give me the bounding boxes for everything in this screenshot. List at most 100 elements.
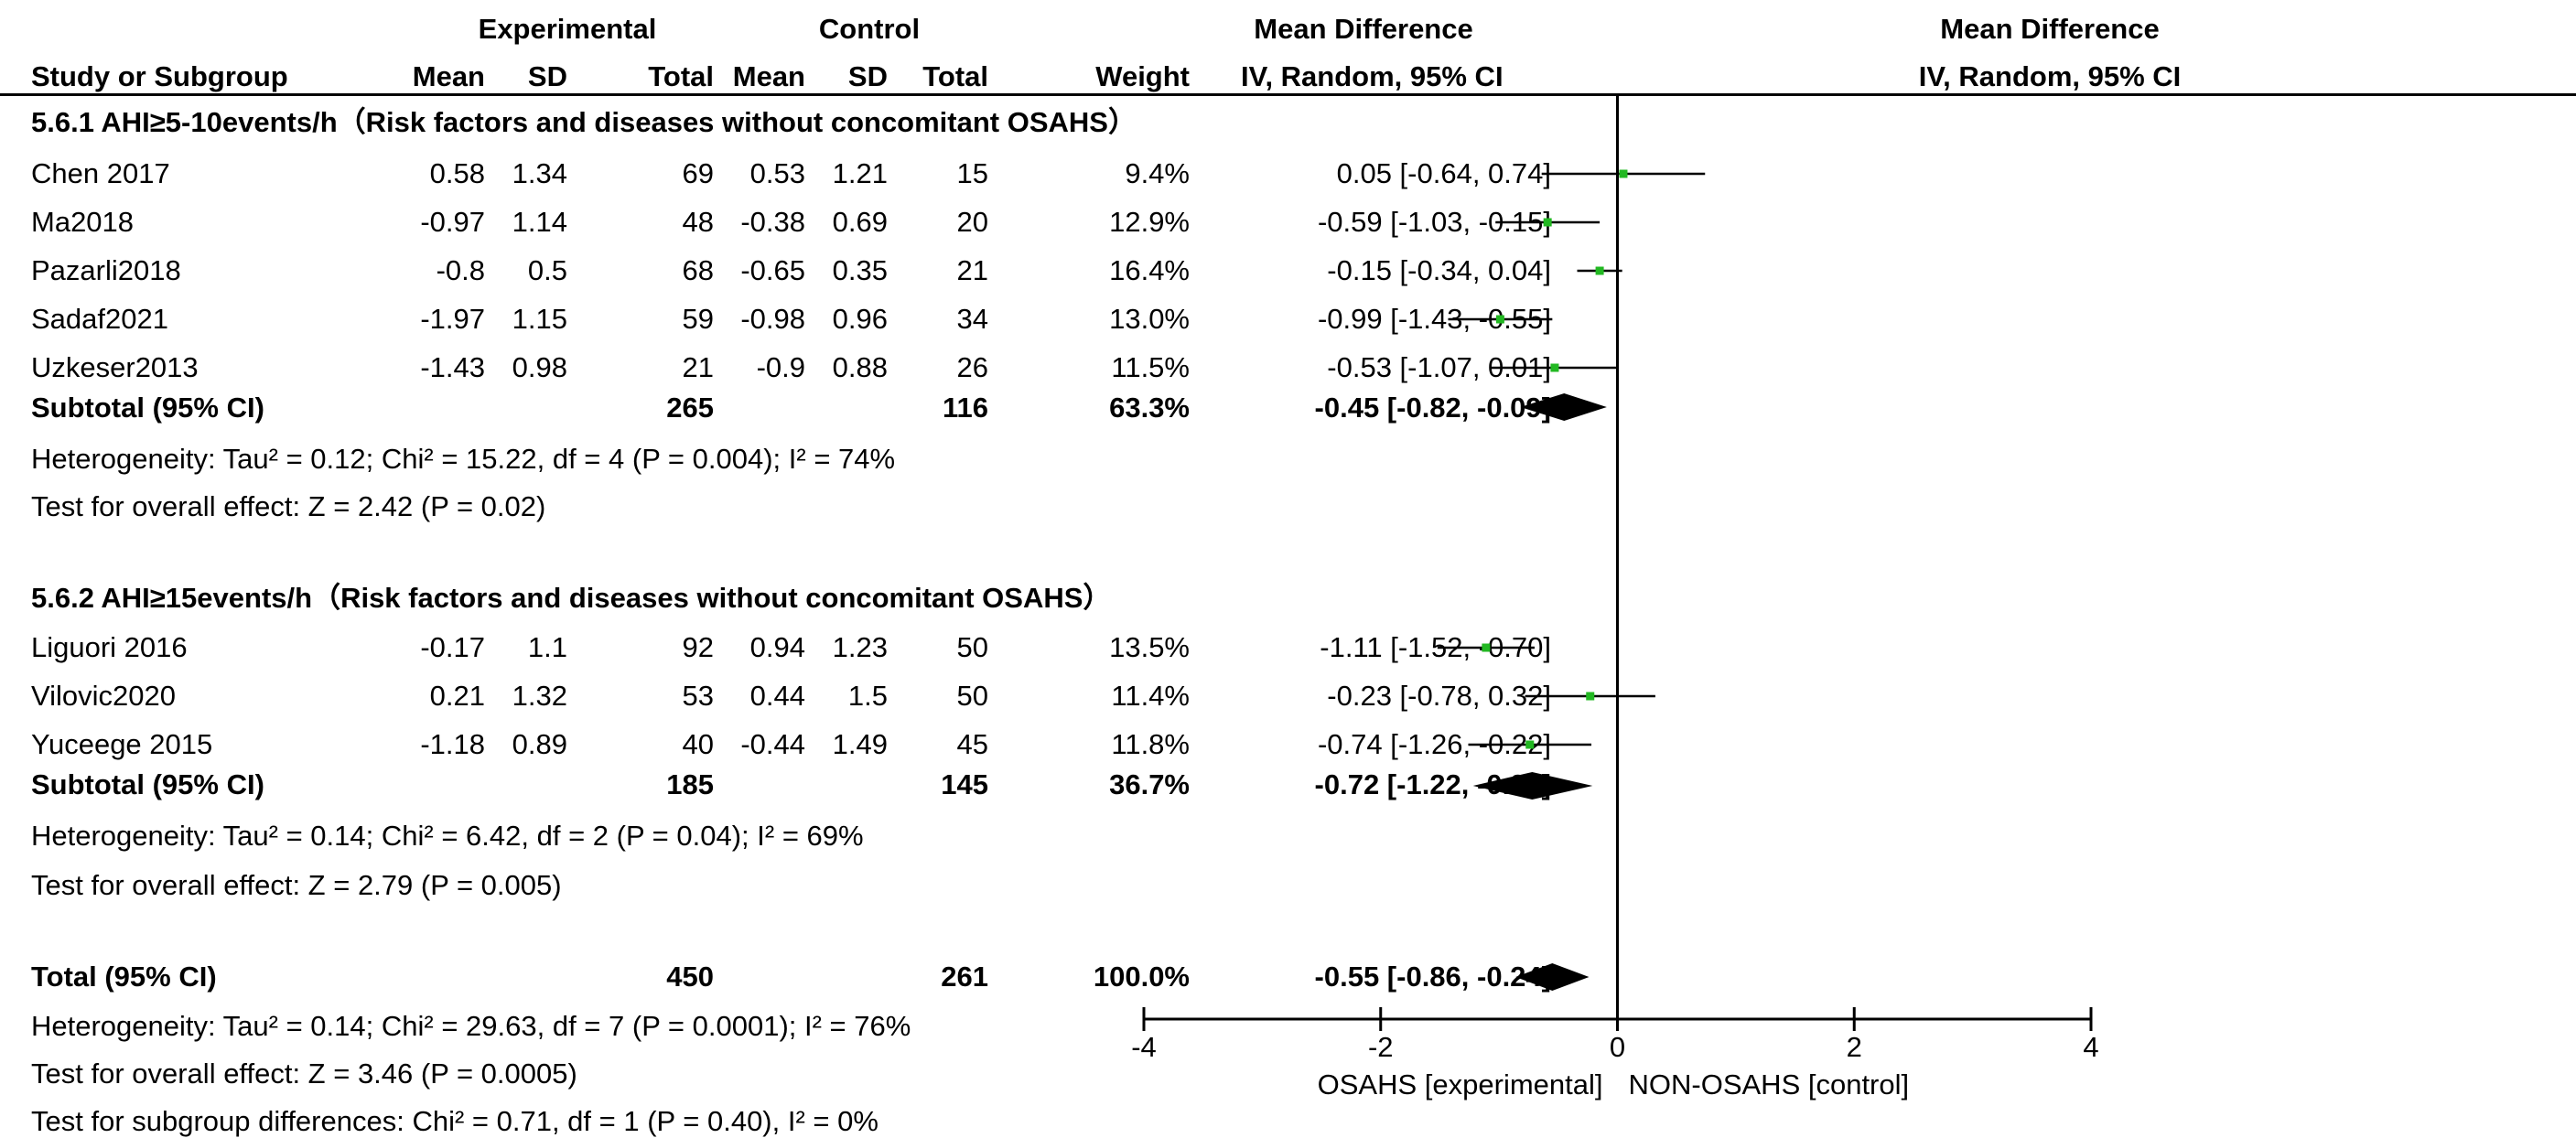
exp-total: 92 [682,631,714,663]
exp-mean: -1.43 [420,351,485,383]
exp-sd: 1.1 [527,631,567,663]
study-name: Liguori 2016 [31,631,188,663]
ctl-total: 34 [956,303,988,335]
overall-effect-1: Test for overall effect: Z = 2.42 (P = 0… [31,490,546,522]
tick-label: 0 [1610,1031,1625,1063]
ctl-total-header: Total [922,60,988,92]
subtotal-exp-total: 185 [666,768,714,800]
subtotal-ci: -0.45 [-0.82, -0.09] [1314,392,1551,424]
point-estimate [1543,218,1552,227]
exp-total: 69 [682,157,714,189]
weight: 16.4% [1109,254,1190,286]
exp-sd: 1.15 [512,303,567,335]
study-name: Chen 2017 [31,157,170,189]
ctl-sd: 0.35 [832,254,888,286]
ctl-total: 45 [956,728,988,760]
exp-total: 21 [682,351,714,383]
exp-total: 59 [682,303,714,335]
study-name: Sadaf2021 [31,303,168,335]
ctl-total: 50 [956,631,988,663]
point-estimate [1525,740,1535,749]
pooled-diamond [1472,772,1593,800]
subtotal-label: Subtotal (95% CI) [31,768,264,800]
point-estimate [1586,692,1595,701]
mean-difference-header-left: Mean Difference [1254,13,1473,45]
subtotal-weight: 36.7% [1109,768,1190,800]
ctl-total: 21 [956,254,988,286]
heterogeneity-1: Heterogeneity: Tau² = 0.12; Chi² = 15.22… [31,443,896,475]
study-name: Yuceege 2015 [31,728,213,760]
subtotal-ctl-total: 116 [942,392,988,424]
weight: 13.5% [1109,631,1190,663]
exp-sd: 0.89 [512,728,567,760]
heterogeneity-2: Heterogeneity: Tau² = 0.14; Chi² = 6.42,… [31,820,864,852]
exp-mean: -1.18 [420,728,485,760]
mean-difference-header-right: Mean Difference [1940,13,2160,45]
favours-experimental-label: OSAHS [experimental] [1318,1068,1603,1100]
ctl-mean: -0.9 [756,351,805,383]
exp-mean: -0.97 [420,206,485,238]
ctl-mean: -0.98 [740,303,805,335]
exp-total-header: Total [648,60,714,92]
exp-total: 53 [682,680,714,712]
exp-mean: 0.58 [429,157,485,189]
tick-label: -2 [1368,1031,1394,1063]
ctl-sd-header: SD [847,60,888,92]
ctl-total: 20 [956,206,988,238]
weight: 11.4% [1111,680,1190,712]
study-name: Pazarli2018 [31,254,181,286]
weight: 11.5% [1111,351,1190,383]
experimental-header: Experimental [478,13,657,45]
exp-sd-header: SD [527,60,567,92]
tick-label: 2 [1847,1031,1862,1063]
ctl-mean: 0.44 [749,680,805,712]
weight: 13.0% [1109,303,1190,335]
total-overall-effect: Test for overall effect: Z = 3.46 (P = 0… [31,1057,577,1090]
point-estimate [1550,363,1559,372]
ctl-mean: -0.44 [740,728,805,760]
subtotal-ctl-total: 145 [941,768,988,800]
ctl-sd: 0.88 [832,351,888,383]
favours-control-label: NON-OSAHS [control] [1629,1068,1910,1100]
weight-header: Weight [1095,60,1190,92]
ctl-sd: 0.69 [832,206,888,238]
exp-sd: 1.14 [512,206,567,238]
total-weight: 100.0% [1093,961,1190,993]
ci-header-right: IV, Random, 95% CI [1918,60,2182,92]
group-title-1: 5.6.1 AHI≥5-10events/h（Risk factors and … [31,106,1137,138]
ci: 0.05 [-0.64, 0.74] [1336,157,1551,189]
ci: -0.15 [-0.34, 0.04] [1327,254,1551,286]
weight: 9.4% [1125,157,1190,189]
exp-mean: -0.17 [420,631,485,663]
total-heterogeneity: Heterogeneity: Tau² = 0.14; Chi² = 29.63… [31,1010,911,1042]
point-estimate [1495,315,1504,324]
study-name: Ma2018 [31,206,135,238]
exp-mean: 0.21 [429,680,485,712]
point-estimate [1619,169,1628,178]
exp-sd: 0.5 [527,254,567,286]
ctl-mean: -0.38 [740,206,805,238]
exp-mean-header: Mean [412,60,485,92]
ctl-mean: 0.53 [749,157,805,189]
subgroup-differences: Test for subgroup differences: Chi² = 0.… [31,1105,878,1137]
subtotal-weight: 63.3% [1109,392,1190,424]
ctl-mean: -0.65 [740,254,805,286]
ci: -0.23 [-0.78, 0.32] [1327,680,1551,712]
point-estimate [1595,266,1604,275]
subtotal-exp-total: 265 [666,392,714,424]
study-name: Uzkeser2013 [31,351,199,383]
ctl-total: 26 [956,351,988,383]
ctl-sd: 1.5 [847,680,888,712]
ctl-sd: 1.49 [832,728,888,760]
subtotal-label: Subtotal (95% CI) [31,392,264,424]
ctl-mean-header: Mean [732,60,805,92]
total-exp-total: 450 [666,961,714,993]
ctl-total: 15 [956,157,988,189]
exp-total: 68 [682,254,714,286]
exp-total: 48 [682,206,714,238]
tick-label: -4 [1131,1031,1157,1063]
header-rule [0,93,2576,96]
exp-sd: 1.32 [512,680,567,712]
tick-label: 4 [2083,1031,2098,1063]
